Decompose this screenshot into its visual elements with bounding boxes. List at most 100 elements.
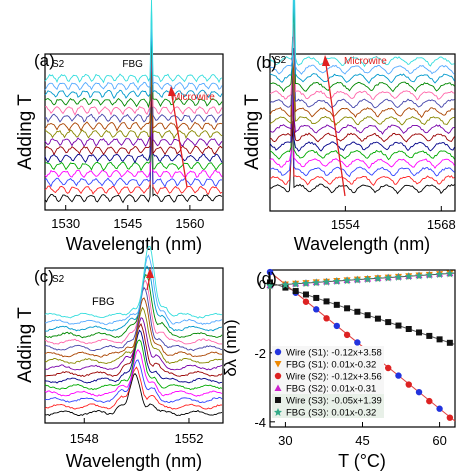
d-ytick-label: -4: [254, 415, 266, 430]
d-x-axis-label: T (°C): [338, 451, 386, 471]
d-data-point: [385, 319, 392, 326]
d-legend-label: Wire (S3): -0.05x+1.39: [286, 396, 382, 407]
d-data-point: [301, 279, 310, 288]
d-data-point: [281, 280, 290, 289]
d-xtick-label: 60: [432, 433, 446, 448]
a-spectrum-line: [44, 56, 223, 140]
d-data-point: [354, 308, 361, 315]
d-data-point: [333, 322, 341, 330]
c-x-axis-label: Wavelength (nm): [66, 451, 202, 471]
d-data-point: [332, 277, 341, 286]
a-spectrum-line: [44, 23, 223, 109]
d-ytick-label: 0: [259, 277, 266, 292]
b-spectrum-line: [269, 72, 455, 178]
c-spectrum-line: [44, 366, 222, 410]
d-data-point: [302, 298, 310, 305]
c-xtick-label: 1548: [70, 431, 99, 446]
b-xtick-label: 1554: [331, 217, 360, 232]
b-spectrum-line: [269, 50, 455, 126]
d-data-point: [436, 405, 443, 412]
a-spectrum-line: [44, 107, 223, 188]
a-shift-arrow: [171, 95, 188, 188]
b-spectrum-line: [269, 36, 455, 143]
b-y-axis-label: Adding T: [242, 94, 263, 170]
d-data-point: [405, 326, 412, 333]
b-spectrum-line: [269, 40, 455, 161]
a-x-axis-label: Wavelength (nm): [66, 234, 202, 254]
c-spectrum-line: [44, 359, 223, 403]
d-data-point: [373, 274, 382, 283]
a-xtick-label: 1560: [175, 216, 204, 231]
d-legend-marker: [274, 361, 282, 368]
d-data-point: [302, 291, 309, 298]
c-spectrum-line: [44, 339, 223, 391]
a-spectrum-line: [44, 78, 223, 164]
d-data-point: [291, 279, 300, 288]
d-xtick-label: 45: [355, 433, 369, 448]
c-spectrum-line: [44, 348, 223, 397]
d-data-point: [426, 397, 433, 405]
d-legend-row-bg: [272, 394, 384, 406]
d-data-point: [313, 306, 320, 313]
d-data-point: [364, 312, 371, 319]
a-axes-frame: [44, 53, 224, 211]
b-spectrum-line: [269, 55, 455, 119]
b-xtick-label: 1568: [427, 217, 456, 232]
c-shift-arrow-head: [146, 268, 154, 278]
d-legend-marker: [274, 372, 282, 380]
a-spectrum-line: [44, 0, 223, 84]
b-axes-frame: [269, 53, 456, 212]
a-spectrum-line: [44, 36, 223, 124]
d-data-point: [446, 414, 454, 421]
b-spectrum-line: [269, 36, 455, 152]
d-legend-label: FBG (S3): 0.01x-0.32: [286, 408, 376, 419]
d-data-point: [313, 294, 320, 301]
b-spectrum-line: [269, 120, 455, 195]
c-y-axis-label: Adding T: [15, 307, 36, 383]
d-data-point: [292, 288, 299, 295]
c-spectrum-line: [44, 372, 223, 417]
d-data-point: [363, 274, 372, 283]
d-legend-label: Wire (S2): -0.12x+3.56: [286, 372, 382, 383]
d-y-axis-label: δλ (nm): [221, 319, 240, 376]
d-data-point: [436, 336, 443, 343]
b-panel-label: (b): [256, 53, 277, 72]
c-fbg-annotation: FBG: [92, 296, 115, 308]
c-spectrum-line: [44, 265, 223, 332]
a-spectrum-line: [44, 7, 223, 91]
c-shift-arrow: [146, 275, 151, 291]
d-data-point: [282, 284, 289, 291]
d-data-point: [323, 298, 330, 305]
d-data-point: [416, 329, 423, 336]
c-sample-label: S2: [52, 274, 65, 285]
d-data-point: [415, 388, 423, 396]
c-spectrum-line: [44, 274, 223, 339]
d-legend-row-bg: [272, 382, 384, 394]
d-data-point: [395, 322, 402, 329]
d-data-point: [333, 301, 340, 308]
a-spectrum-line: [44, 28, 223, 116]
d-legend-row-bg: [272, 346, 384, 358]
panel-b: 1554 1568 (b)S2 Microwire Wavelength (nm) Add…: [242, 0, 456, 254]
c-spectrum-line: [44, 323, 223, 378]
b-spectrum-line: [269, 0, 455, 84]
c-spectrum-line: [44, 297, 223, 358]
d-data-point: [446, 339, 453, 346]
b-spectrum-line: [269, 0, 455, 68]
d-data-point: [323, 315, 330, 322]
c-panel-label: (c): [34, 267, 54, 286]
d-data-point: [374, 315, 381, 322]
a-spectrum-line: [44, 73, 223, 156]
d-data-point: [425, 270, 434, 279]
b-shift-arrow-head: [322, 55, 330, 66]
a-spectrum-line: [44, 88, 223, 172]
d-ytick-label: -2: [254, 346, 266, 361]
d-data-point: [343, 276, 352, 285]
b-spectrum-line: [269, 24, 455, 101]
d-data-point: [266, 281, 274, 290]
c-spectrum-line: [44, 306, 223, 365]
c-spectrum-line: [44, 245, 222, 319]
b-spectrum-line: [269, 0, 455, 75]
